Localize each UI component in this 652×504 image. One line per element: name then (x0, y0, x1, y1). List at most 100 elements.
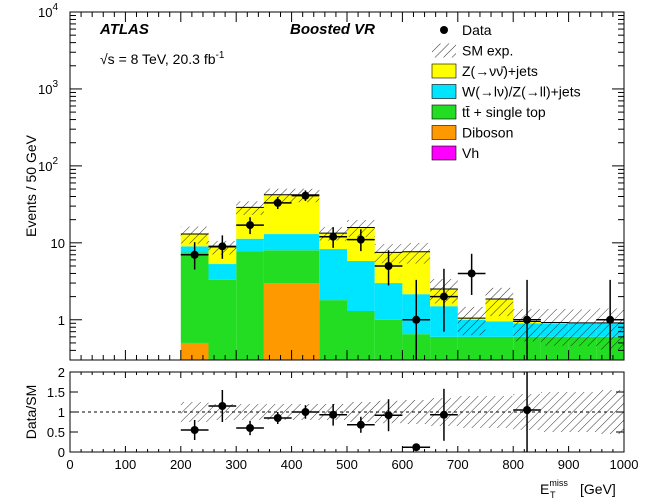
ratio-x-axis: 0 100 200 300 400 500 600 700 800 900 1000 (66, 372, 638, 472)
stack-bar (263, 250, 320, 284)
ratio-point (218, 402, 227, 410)
legend-swatch (431, 63, 457, 79)
x-tick-label: 1000 (610, 457, 639, 472)
stack-bar (208, 264, 237, 280)
y-tick-label-base: 10 (51, 236, 65, 251)
x-tick-label: 500 (336, 457, 358, 472)
ratio-point (439, 410, 448, 419)
data-point (384, 261, 393, 270)
x-axis-label-main: E (540, 481, 549, 497)
y-tick-label-base: 10 (38, 82, 52, 97)
stack-bar (236, 238, 264, 252)
energy-label-main: √s = 8 TeV, 20.3 fb (100, 51, 216, 67)
stack-bar (319, 300, 347, 360)
stack-bar (263, 283, 320, 360)
energy-label: √s = 8 TeV, 20.3 fb-1 (100, 50, 225, 67)
sm-unc-bin (457, 306, 486, 336)
legend-swatch (431, 104, 457, 120)
stack-bar (319, 249, 347, 301)
stack-bar (263, 234, 320, 251)
stack-bar (236, 251, 264, 360)
ratio-y-tick-label: 1 (58, 405, 65, 420)
x-axis-label: Emiss T [GeV] (540, 478, 616, 500)
experiment-label: ATLAS (99, 21, 149, 38)
ratio-y-axis: 0 0.5 1 1.5 2 (47, 365, 624, 460)
legend-label: SM exp. (462, 43, 513, 59)
y-tick-label-exp: 3 (52, 79, 58, 90)
ratio-point (329, 410, 338, 419)
x-tick-label: 900 (558, 457, 580, 472)
y-tick-label: 10 (51, 236, 65, 251)
stack-bar (457, 336, 486, 360)
sm-unc-bin (568, 309, 597, 347)
legend-swatch (431, 125, 457, 140)
energy-label-sup: -1 (216, 50, 225, 61)
ratio-y-tick-label: 2 (58, 365, 65, 380)
ratio-point (190, 426, 199, 434)
y-axis-label: Events / 50 GeV (23, 134, 39, 237)
stack-bar (485, 336, 514, 360)
y-tick-label-exp: 4 (52, 2, 58, 13)
stack-bar (208, 279, 237, 360)
data-point (329, 232, 338, 241)
legend-swatch (431, 84, 457, 99)
legend-unc-swatch (432, 43, 456, 58)
x-tick-label: 400 (281, 457, 303, 472)
data-point (606, 315, 615, 324)
stack-bar (374, 283, 403, 320)
data-point (218, 242, 227, 251)
sm-unc-bin (485, 287, 514, 317)
legend-label: W(→lν)/Z(→ll)+jets (462, 84, 581, 100)
data-point (190, 250, 199, 259)
ratio-point (523, 406, 532, 414)
x-tick-label: 800 (502, 457, 524, 472)
y-tick-label-exp: 2 (52, 156, 58, 167)
stack-bar (430, 336, 458, 360)
data-point (412, 315, 421, 324)
data-point (301, 191, 310, 200)
legend-label: tt̄ + single top (462, 104, 546, 120)
legend-label: Z(→νν̄)+jets (462, 63, 538, 79)
stack-bar (347, 261, 375, 312)
x-tick-label: 300 (225, 457, 247, 472)
y-tick-label: 103 (38, 79, 58, 97)
sm-unc-bin (402, 242, 431, 264)
y-tick-label: 102 (38, 156, 58, 174)
x-axis-label-sub: T (550, 490, 556, 500)
x-tick-label: 600 (392, 457, 414, 472)
data-points (180, 190, 624, 360)
stack-bar (180, 342, 209, 360)
ratio-point (273, 414, 282, 422)
ratio-y-axis-label: Data/SM (23, 385, 39, 439)
data-point (439, 292, 448, 301)
ratio-y-tick-label: 0 (58, 445, 65, 460)
legend-data-marker (440, 26, 448, 34)
stack-bar (485, 321, 514, 337)
sm-unc-bin (540, 309, 569, 346)
y-tick-label-base: 1 (58, 313, 65, 328)
y-tick-label-base: 10 (38, 5, 52, 20)
y-tick-label: 1 (58, 313, 65, 328)
main-x-ticks (69, 12, 625, 360)
sm-unc-bin (347, 220, 375, 238)
ratio-point (384, 411, 393, 420)
y-tick-label: 104 (38, 2, 58, 20)
x-axis-label-unit: [GeV] (580, 481, 616, 497)
ratio-point (301, 408, 310, 416)
data-point (467, 269, 476, 278)
ratio-point (356, 420, 365, 429)
legend: Data SM exp. Z(→νν̄)+jets W(→lν)/Z(→ll)+jet… (431, 22, 581, 161)
data-point (246, 221, 255, 230)
data-point (273, 198, 282, 207)
data-point (523, 315, 532, 324)
x-tick-label: 700 (447, 457, 469, 472)
ratio-unc-bin (180, 402, 209, 422)
stack-bar (374, 319, 403, 360)
region-label: Boosted VR (290, 21, 375, 38)
ratio-y-tick-label: 0.5 (47, 425, 65, 440)
x-tick-label: 100 (115, 457, 137, 472)
x-axis-label-sup: miss (549, 478, 568, 488)
ratio-points (180, 372, 541, 452)
sm-unc-bin (236, 201, 264, 215)
